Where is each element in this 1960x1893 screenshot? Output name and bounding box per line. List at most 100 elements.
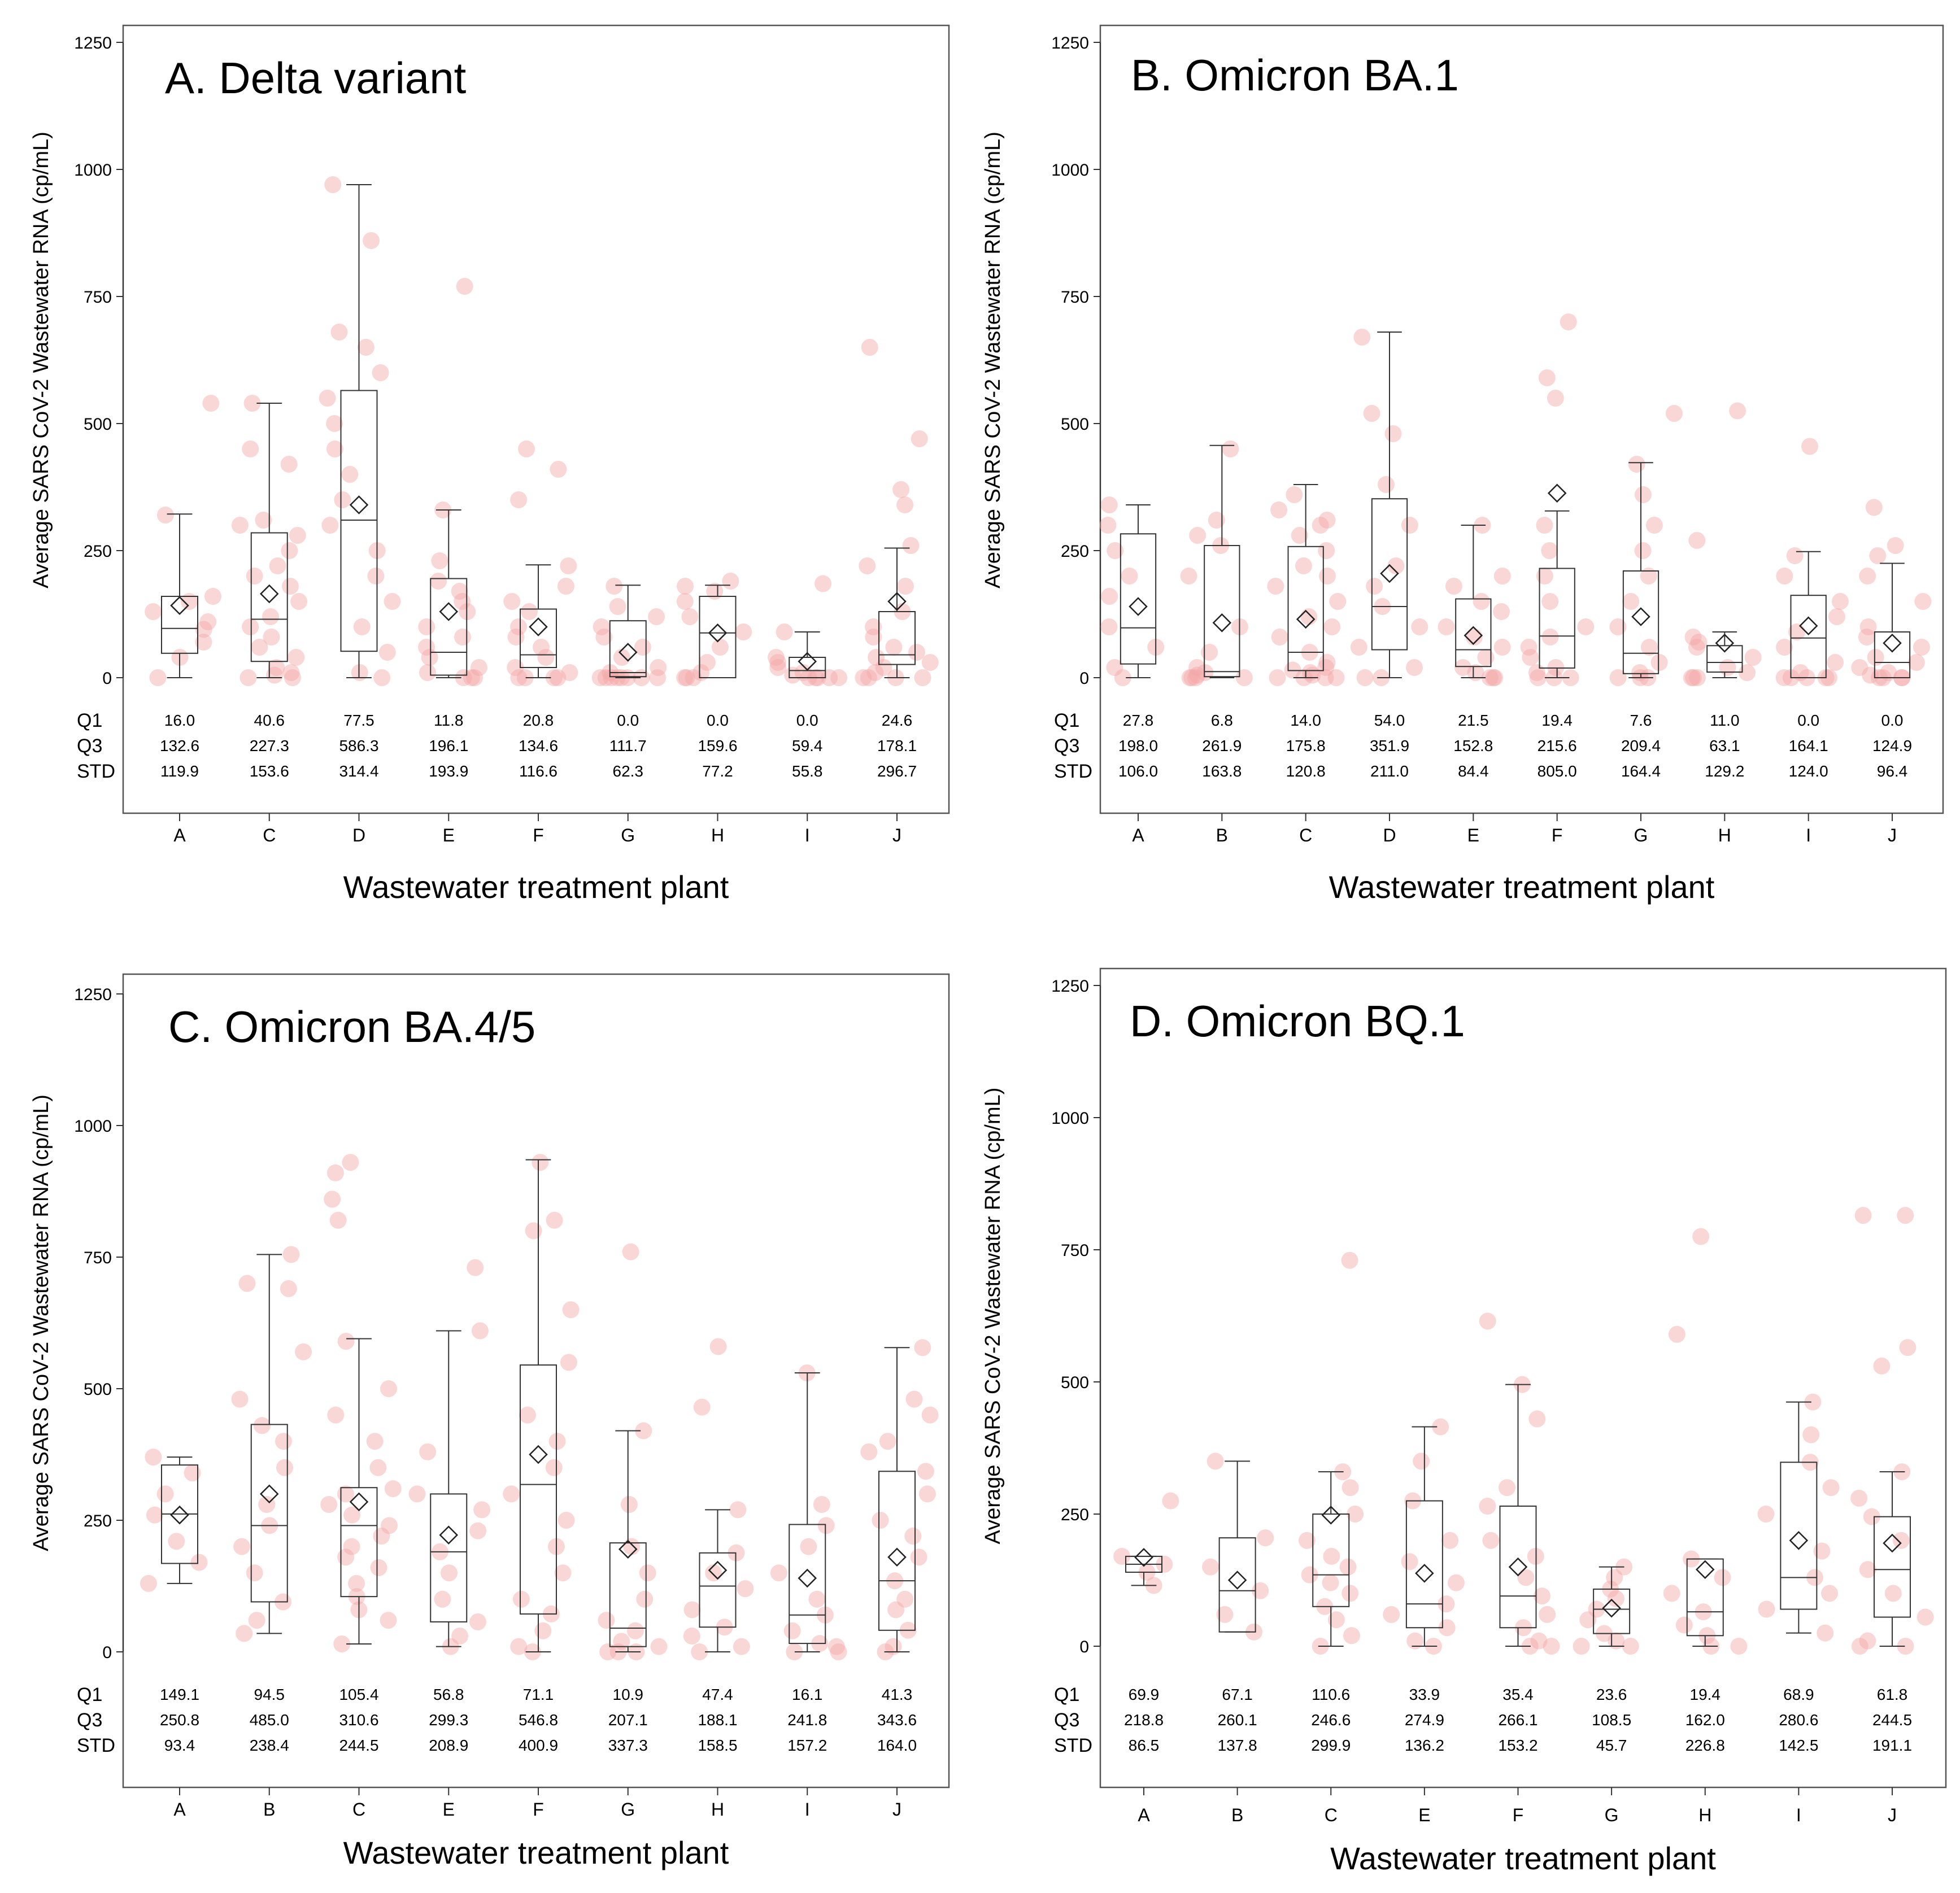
data-point xyxy=(510,1638,528,1655)
data-point xyxy=(1640,639,1658,656)
data-point xyxy=(510,669,528,686)
std-value: 226.8 xyxy=(1685,1737,1725,1754)
y-tick-label: 1250 xyxy=(74,34,112,53)
iqr-box xyxy=(1120,533,1157,665)
data-point xyxy=(1454,659,1472,676)
x-tick-label: J xyxy=(892,825,901,845)
data-point xyxy=(860,669,877,686)
data-point xyxy=(343,1538,360,1555)
data-point xyxy=(248,1612,265,1629)
std-value: 299.9 xyxy=(1311,1737,1351,1754)
category-group-e: 56.8 299.3 208.9 E xyxy=(408,1259,491,1820)
mean-diamond xyxy=(1321,1506,1341,1525)
data-point xyxy=(1267,578,1284,595)
data-point xyxy=(266,666,284,684)
iqr-box xyxy=(520,608,557,668)
data-point xyxy=(1187,669,1204,686)
data-point xyxy=(896,496,914,513)
data-point xyxy=(1758,1600,1775,1618)
category-group-a: 27.8 198.0 106.0 A xyxy=(1099,496,1165,845)
category-group-h: 0.0 159.6 77.2 H xyxy=(676,573,752,845)
category-group-j: 24.6 178.1 296.7 J xyxy=(855,339,939,845)
q3-value: 124.9 xyxy=(1872,737,1912,754)
x-tick-label: G xyxy=(621,1799,635,1820)
data-point xyxy=(1350,639,1367,656)
q1-value: 149.1 xyxy=(160,1686,199,1703)
q1-value: 16.0 xyxy=(164,712,195,729)
data-point xyxy=(353,618,371,635)
data-point xyxy=(373,669,391,686)
data-point xyxy=(1520,639,1537,656)
q3-value: 207.1 xyxy=(608,1711,648,1729)
data-point xyxy=(284,669,301,686)
x-tick-label: J xyxy=(1888,825,1897,845)
mean-diamond xyxy=(529,617,548,636)
data-point xyxy=(1447,1574,1465,1591)
y-tick-label: 0 xyxy=(102,669,112,688)
chart-title: C. Omicron BA.4/5 xyxy=(168,1002,535,1052)
q1-value: 67.1 xyxy=(1222,1686,1253,1703)
data-point xyxy=(181,593,198,610)
std-value: 106.0 xyxy=(1118,762,1158,780)
data-point xyxy=(1536,568,1553,585)
data-point xyxy=(914,1339,931,1356)
iqr-box xyxy=(1287,546,1324,671)
data-point xyxy=(1865,499,1883,516)
mean-diamond xyxy=(1883,634,1902,653)
q1-value: 105.4 xyxy=(339,1686,378,1703)
data-point xyxy=(550,461,567,478)
iqr-box xyxy=(430,1493,468,1622)
stat-row-label: STD xyxy=(1054,761,1092,782)
data-point xyxy=(1482,1532,1500,1549)
data-point xyxy=(606,578,623,595)
q1-value: 16.1 xyxy=(792,1686,823,1703)
q3-value: 485.0 xyxy=(250,1711,289,1729)
q3-value: 209.4 xyxy=(1621,737,1661,754)
data-point xyxy=(1347,1506,1364,1523)
data-point xyxy=(728,1544,745,1561)
mean-diamond xyxy=(1296,609,1316,629)
data-point xyxy=(1650,654,1668,671)
x-tick-label: C xyxy=(1299,825,1312,845)
category-group-c: 110.6 246.6 299.9 C xyxy=(1298,1251,1364,1825)
data-point xyxy=(1867,649,1884,666)
x-tick-label: I xyxy=(805,1799,810,1820)
data-point xyxy=(238,1275,256,1292)
data-point xyxy=(1156,1555,1173,1573)
data-point xyxy=(548,1433,566,1450)
chart-title: D. Omicron BQ.1 xyxy=(1130,996,1465,1046)
data-point xyxy=(557,1512,575,1529)
data-point xyxy=(545,669,563,686)
data-point xyxy=(1353,329,1371,346)
y-tick-label: 750 xyxy=(84,288,112,307)
iqr-box xyxy=(878,1471,916,1631)
data-point xyxy=(1257,1529,1274,1547)
q3-value: 343.6 xyxy=(877,1711,917,1729)
data-point xyxy=(243,395,261,412)
q1-value: 6.8 xyxy=(1211,712,1233,729)
y-tick-label: 500 xyxy=(84,1380,112,1399)
q3-value: 261.9 xyxy=(1202,737,1242,754)
q1-value: 35.4 xyxy=(1502,1686,1534,1703)
stat-row-label: STD xyxy=(1054,1735,1092,1756)
category-group-a: 149.1 250.8 93.4 A xyxy=(140,1449,208,1820)
data-point xyxy=(1541,542,1558,559)
q1-value: 54.0 xyxy=(1374,712,1405,729)
data-point xyxy=(1269,669,1286,686)
category-group-d: 54.0 351.9 211.0 D xyxy=(1350,329,1428,845)
data-point xyxy=(729,1501,747,1519)
data-point xyxy=(1622,593,1640,610)
data-point xyxy=(599,1643,617,1660)
data-point xyxy=(1730,1638,1748,1655)
data-point xyxy=(290,593,308,610)
data-point xyxy=(711,639,729,656)
y-tick-label: 750 xyxy=(84,1249,112,1267)
data-point xyxy=(269,557,286,574)
data-point xyxy=(683,1628,700,1645)
iqr-box xyxy=(1706,645,1743,673)
q1-value: 21.5 xyxy=(1458,712,1489,729)
data-point xyxy=(242,440,259,457)
data-point xyxy=(242,618,259,635)
data-point xyxy=(366,1433,384,1450)
q3-value: 266.1 xyxy=(1498,1711,1537,1729)
